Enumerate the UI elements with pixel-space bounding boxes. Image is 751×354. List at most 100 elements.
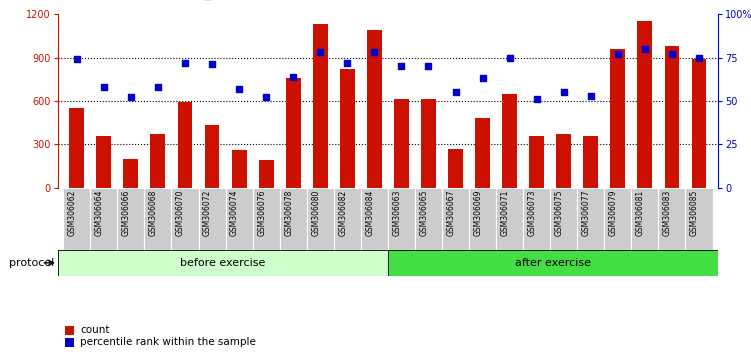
Bar: [171, 188, 198, 250]
Text: GSM306083: GSM306083: [663, 189, 672, 236]
Point: [396, 63, 408, 69]
Text: GSM306082: GSM306082: [338, 189, 347, 236]
Text: GSM306072: GSM306072: [203, 189, 212, 236]
Text: count: count: [80, 325, 110, 335]
Bar: [469, 188, 496, 250]
Bar: [306, 188, 333, 250]
Point: [504, 55, 516, 60]
Text: GSM306073: GSM306073: [528, 189, 537, 236]
Text: GSM306080: GSM306080: [311, 189, 320, 236]
Bar: [96, 136, 111, 188]
Bar: [421, 99, 436, 188]
Text: GSM306070: GSM306070: [176, 189, 185, 236]
Bar: [496, 188, 523, 250]
Text: GSM306063: GSM306063: [393, 189, 402, 236]
Point: [71, 56, 83, 62]
Text: GSM306067: GSM306067: [447, 189, 456, 236]
Text: GSM306074: GSM306074: [230, 189, 239, 236]
Bar: [231, 150, 246, 188]
Bar: [388, 188, 415, 250]
Bar: [144, 188, 171, 250]
Text: GSM306077: GSM306077: [582, 189, 591, 236]
Bar: [313, 24, 327, 188]
Point: [287, 74, 299, 79]
Bar: [225, 188, 252, 250]
Bar: [394, 99, 409, 188]
Bar: [340, 69, 354, 188]
Bar: [638, 21, 653, 188]
Bar: [258, 160, 273, 188]
Bar: [198, 188, 225, 250]
Bar: [632, 188, 659, 250]
Bar: [529, 136, 544, 188]
Text: GSM306085: GSM306085: [690, 189, 699, 236]
Point: [341, 60, 353, 65]
Bar: [252, 188, 279, 250]
Bar: [550, 188, 578, 250]
Text: GSM306078: GSM306078: [284, 189, 293, 236]
Bar: [578, 188, 605, 250]
Bar: [442, 188, 469, 250]
Point: [314, 50, 326, 55]
Point: [666, 51, 678, 57]
Text: GSM306081: GSM306081: [636, 189, 645, 236]
Point: [368, 50, 380, 55]
Point: [206, 62, 218, 67]
Text: GSM306084: GSM306084: [366, 189, 374, 236]
Bar: [90, 188, 117, 250]
Point: [260, 95, 272, 100]
Text: GSM306075: GSM306075: [555, 189, 564, 236]
Bar: [475, 118, 490, 188]
Bar: [286, 78, 300, 188]
Text: after exercise: after exercise: [515, 258, 591, 268]
Bar: [611, 49, 626, 188]
Bar: [117, 188, 144, 250]
Text: GSM306065: GSM306065: [420, 189, 429, 236]
Text: GSM306071: GSM306071: [501, 189, 510, 236]
Bar: [502, 94, 517, 188]
Point: [152, 84, 164, 90]
Bar: [150, 134, 165, 188]
Point: [98, 84, 110, 90]
Point: [558, 89, 570, 95]
Bar: [333, 188, 360, 250]
Text: before exercise: before exercise: [180, 258, 266, 268]
Bar: [279, 188, 306, 250]
Bar: [556, 134, 572, 188]
Bar: [665, 46, 680, 188]
Bar: [659, 188, 686, 250]
Point: [179, 60, 191, 65]
Text: GSM306068: GSM306068: [149, 189, 158, 236]
Text: GSM306062: GSM306062: [68, 189, 77, 236]
Text: percentile rank within the sample: percentile rank within the sample: [80, 337, 256, 347]
Bar: [69, 108, 84, 188]
Point: [585, 93, 597, 98]
Bar: [523, 188, 550, 250]
Text: GSM306066: GSM306066: [122, 189, 131, 236]
Bar: [63, 188, 90, 250]
Point: [477, 75, 489, 81]
Point: [233, 86, 245, 92]
Bar: [367, 30, 382, 188]
Text: GSM306079: GSM306079: [609, 189, 618, 236]
Bar: [605, 188, 632, 250]
Bar: [584, 136, 599, 188]
Point: [125, 95, 137, 100]
Bar: [58, 250, 388, 276]
Point: [531, 96, 543, 102]
Bar: [123, 159, 138, 188]
Bar: [686, 188, 713, 250]
Text: GSM306076: GSM306076: [257, 189, 266, 236]
Text: protocol: protocol: [9, 258, 54, 268]
Bar: [360, 188, 388, 250]
Text: GSM306064: GSM306064: [95, 189, 104, 236]
Point: [450, 89, 462, 95]
Bar: [204, 125, 219, 188]
Point: [639, 46, 651, 52]
Bar: [415, 188, 442, 250]
Bar: [692, 59, 707, 188]
Bar: [448, 149, 463, 188]
Point: [423, 63, 435, 69]
Point: [693, 55, 705, 60]
Point: [612, 51, 624, 57]
